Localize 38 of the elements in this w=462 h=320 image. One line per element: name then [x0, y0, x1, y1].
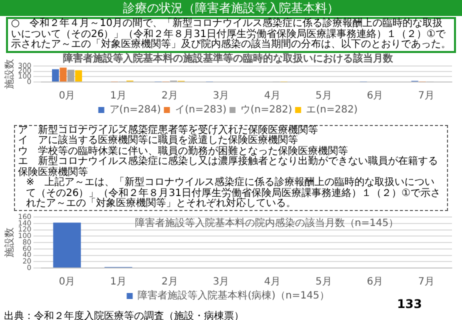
source-note: 出典：令和２年度入院医療等の調査（施設・病棟票） [4, 310, 244, 320]
text: ※ 上記ア～エは、「新型コロナウイルス感染症に係る診療報酬上の臨時的な取扱いについて（その26）」（令和２年８月31日付厚生労働省保険局医療課事務連絡）１（２）①で示されたア～エの「対象医療機関等」とそれぞれ対応している。 [25, 177, 442, 210]
x-tick-label: 3月 [212, 276, 230, 288]
x-tick-label: 0月 [58, 276, 76, 288]
text: ウ 学校等の臨時休業に伴い、職員の勤務が困難となった保険医療機関等 [18, 146, 349, 156]
x-tick-label: 7月 [418, 90, 435, 102]
x-tick-label: 0月 [58, 90, 76, 102]
y-axis-title: 施設数 [4, 227, 16, 258]
text: ア 新型コロナウイルス感染症患者等を受け入れた保険医療機関等 [18, 124, 319, 136]
x-tick-label: 6月 [366, 276, 384, 288]
legend-label: ウ(n=282) [240, 104, 292, 116]
x-tick-label: 1月 [110, 90, 127, 102]
text: 133 [396, 296, 422, 310]
bar [67, 69, 74, 81]
y-axis-title: 施設数 [4, 58, 16, 88]
text: エ 新型コロナウイルス感染症に感染し又は濃厚接触者となり出勤ができない職員が在籍する保険医療機関等 [18, 156, 439, 178]
text: ○ 令和２年４月～10月の間で、「新型コロナウイルス感染症に係る診療報酬上の臨時的な取扱いについて（その26）」（令和２年８月31日付厚生労働省保険局医療課事務連絡）１（２）①で示されたア～エの「対象医療機関等」及び院内感染の該当期間の分布は、以下のとおりであった。 [6, 17, 456, 52]
x-tick-label: 3月 [212, 90, 230, 102]
legend-label: ア(n=284) [109, 104, 161, 116]
chart-title: 障害者施設等入院基本料の院内感染の該当月数（n=145） [134, 216, 399, 228]
bar [52, 68, 59, 81]
x-tick-label: 2月 [162, 90, 178, 102]
legend-label: イ(n=283) [174, 104, 227, 116]
x-tick-label: 6月 [366, 90, 384, 102]
text: 診療の状況（障害者施設等入院基本料） [0, 0, 462, 16]
chart-title: 障害者施設等入院基本料の施設基準等の臨時的な取扱いにおける該当月数 [63, 52, 394, 64]
legend-label: エ(n=282) [306, 104, 358, 116]
bar [60, 67, 67, 81]
x-tick-label: 4月 [264, 90, 281, 102]
text: イ アに該当する医療機関等に職員を派遣した保険医療機関等 [18, 135, 299, 146]
x-tick-label: 7月 [418, 276, 435, 288]
x-tick-label: 4月 [264, 276, 281, 288]
x-tick-label: 5月 [315, 90, 332, 102]
bar [75, 70, 82, 81]
legend-label: 障害者施設等入院基本料(病棟)（n=145） [138, 289, 330, 302]
x-tick-label: 2月 [162, 276, 178, 288]
x-tick-label: 5月 [315, 276, 332, 288]
x-tick-label: 1月 [110, 276, 127, 288]
